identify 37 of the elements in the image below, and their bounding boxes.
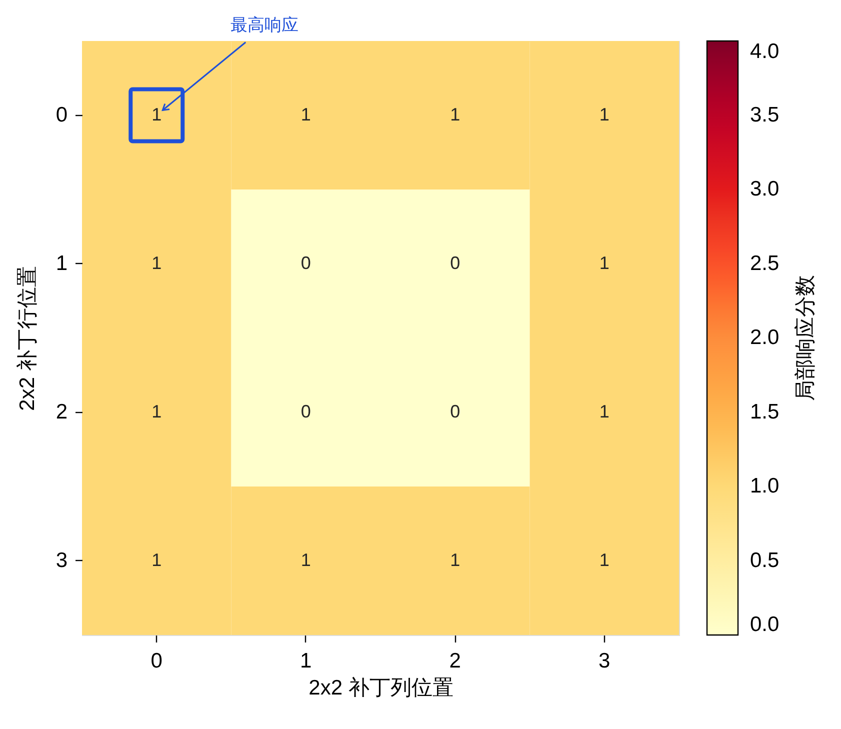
y-axis-title: 2x2 补丁行位置 [16,266,39,411]
data-label: 1 [300,104,311,124]
data-label: 1 [450,104,460,124]
color-bar-label: 3.5 [750,103,780,126]
color-bar-label: 2.0 [750,326,780,349]
data-label: 1 [152,550,162,570]
x-tick-label: 3 [598,650,610,672]
data-label: 0 [300,401,311,422]
data-label: 1 [152,104,162,124]
data-label: 1 [450,550,460,570]
data-label: 1 [300,550,311,570]
color-bar-label: 1.5 [750,400,780,424]
x-axis-title: 2x2 补丁列位置 [308,676,454,700]
y-tick-label: 0 [56,103,68,126]
color-bar-label: 4.0 [750,40,780,63]
color-bar-label: 0.0 [750,613,780,636]
color-bar-title: 局部响应分数 [794,275,817,401]
y-tick-label: 2 [56,400,68,424]
x-tick-label: 2 [449,650,461,672]
data-label: 1 [599,104,610,124]
color-bar-label: 3.0 [750,178,780,200]
data-label: 1 [599,401,610,422]
data-label: 0 [450,252,460,273]
y-tick-label: 3 [56,548,68,572]
x-tick-label: 1 [300,650,312,672]
color-bar-label: 1.0 [750,474,780,498]
data-label: 0 [300,252,311,273]
data-label: 1 [152,401,162,422]
text: 最高响应 [230,15,299,34]
x-tick-label: 0 [150,650,162,672]
color-bar-label: 0.5 [750,548,780,572]
data-label: 1 [152,252,162,273]
data-label: 0 [450,401,460,422]
color-bar-label: 2.5 [750,252,780,275]
y-tick-label: 1 [56,252,68,275]
data-label: 1 [599,252,610,273]
data-label: 1 [599,550,610,570]
